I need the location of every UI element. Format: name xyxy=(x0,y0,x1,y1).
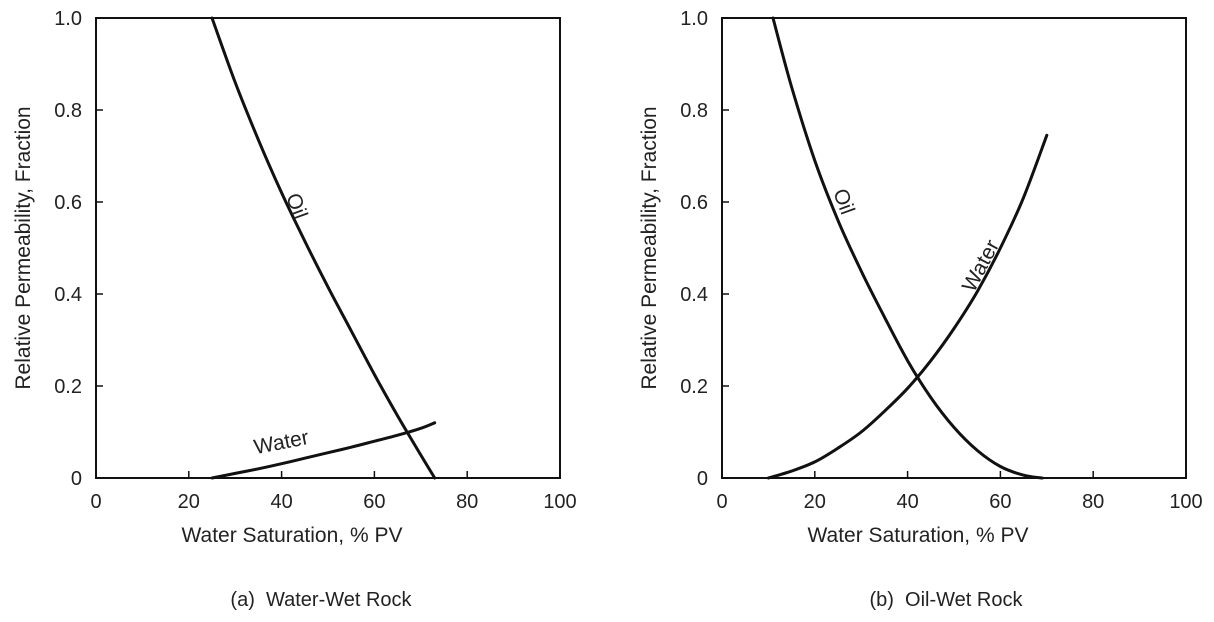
x-tick-label: 40 xyxy=(270,491,292,513)
x-tick-label: 60 xyxy=(363,491,385,513)
water-curve xyxy=(210,421,437,480)
x-tick-label: 80 xyxy=(456,491,478,513)
x-tick-label: 60 xyxy=(989,491,1011,513)
panel-caption: (b) Oil-Wet Rock xyxy=(870,589,1024,611)
oil-curve xyxy=(210,16,437,480)
plot-frame xyxy=(721,17,1187,479)
x-tick-label: 100 xyxy=(543,491,576,513)
x-axis-title: Water Saturation, % PV xyxy=(808,524,1029,547)
water-curve-label: Water xyxy=(252,426,311,459)
chart-panel-a: 0 20 40 60 80 100 0 0.2 0.4 0.6 0.8 1.0 Water Satura… xyxy=(12,8,577,611)
y-tick-label: 0.4 xyxy=(54,284,82,306)
y-tick-label: 1.0 xyxy=(680,8,708,30)
y-tick-label: 0.8 xyxy=(680,100,708,122)
y-axis-title: Relative Permeability, Fraction xyxy=(638,106,661,389)
x-tick-label: 20 xyxy=(804,491,826,513)
chart-panel-b: 0 20 40 60 80 100 0 0.2 0.4 0.6 0.8 1.0 Water Satura… xyxy=(638,8,1203,611)
oil-curve-label: Oil xyxy=(828,186,858,218)
y-axis-title: Relative Permeability, Fraction xyxy=(12,106,35,389)
x-axis-title: Water Saturation, % PV xyxy=(182,524,403,547)
y-tick-label: 0.8 xyxy=(54,100,82,122)
y-tick-label: 0 xyxy=(71,468,82,490)
y-tick-label: 0 xyxy=(697,468,708,490)
x-tick-label: 0 xyxy=(716,491,727,513)
panel-caption: (a) Water-Wet Rock xyxy=(230,589,412,611)
oil-curve xyxy=(771,16,1044,480)
x-tick-label: 100 xyxy=(1169,491,1202,513)
x-tick-label: 0 xyxy=(90,491,101,513)
water-curve xyxy=(766,133,1049,480)
y-tick-label: 0.2 xyxy=(680,376,708,398)
x-tick-label: 40 xyxy=(896,491,918,513)
plot-frame xyxy=(95,17,561,479)
water-curve-label: Water xyxy=(958,236,1004,296)
y-tick-label: 1.0 xyxy=(54,8,82,30)
oil-curve-label: Oil xyxy=(281,190,311,222)
x-tick-label: 20 xyxy=(178,491,200,513)
x-tick-label: 80 xyxy=(1082,491,1104,513)
y-tick-label: 0.6 xyxy=(680,192,708,214)
y-tick-label: 0.4 xyxy=(680,284,708,306)
y-tick-label: 0.6 xyxy=(54,192,82,214)
y-tick-label: 0.2 xyxy=(54,376,82,398)
